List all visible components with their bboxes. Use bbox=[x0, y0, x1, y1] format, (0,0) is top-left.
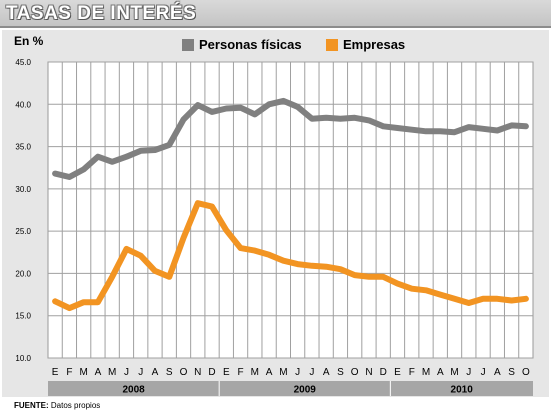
x-tick-label: M bbox=[251, 367, 259, 378]
x-tick-label: E bbox=[223, 367, 230, 378]
y-tick-label: 20.0 bbox=[15, 269, 31, 278]
x-tick-label: D bbox=[208, 367, 215, 378]
title-bar: TASAS DE INTERÉS bbox=[0, 0, 551, 28]
x-tick-label: A bbox=[323, 367, 330, 378]
x-tick-label: M bbox=[108, 367, 116, 378]
y-tick-label: 10.0 bbox=[15, 354, 31, 363]
x-tick-label: D bbox=[380, 367, 387, 378]
y-tick-label: 35.0 bbox=[15, 143, 31, 152]
x-tick-label: J bbox=[481, 367, 486, 378]
year-label: 2009 bbox=[294, 385, 317, 396]
x-tick-label: J bbox=[138, 367, 143, 378]
year-band bbox=[219, 381, 391, 396]
x-tick-label: F bbox=[409, 367, 415, 378]
x-tick-label: A bbox=[266, 367, 273, 378]
y-tick-label: 25.0 bbox=[15, 227, 31, 236]
x-tick-label: A bbox=[494, 367, 501, 378]
x-tick-label: A bbox=[95, 367, 102, 378]
y-tick-label: 45.0 bbox=[15, 58, 31, 67]
x-tick-label: J bbox=[124, 367, 129, 378]
x-tick-label: M bbox=[450, 367, 458, 378]
x-tick-label: A bbox=[437, 367, 444, 378]
x-tick-label: A bbox=[152, 367, 159, 378]
x-tick-label: M bbox=[422, 367, 430, 378]
x-tick-label: E bbox=[52, 367, 59, 378]
x-tick-label: J bbox=[309, 367, 314, 378]
year-label: 2008 bbox=[122, 385, 145, 396]
year-band bbox=[390, 381, 533, 396]
x-tick-label: O bbox=[522, 367, 530, 378]
x-tick-label: S bbox=[337, 367, 344, 378]
legend-swatch-personas bbox=[182, 39, 194, 51]
x-tick-label: N bbox=[194, 367, 201, 378]
x-tick-label: N bbox=[365, 367, 372, 378]
x-tick-label: E bbox=[394, 367, 401, 378]
legend-swatch-empresas bbox=[326, 39, 338, 51]
series-line-1 bbox=[52, 97, 529, 180]
x-tick-label: O bbox=[351, 367, 359, 378]
source-note: FUENTE: Datos propios bbox=[14, 401, 100, 410]
x-tick-label: S bbox=[166, 367, 173, 378]
year-band bbox=[48, 381, 220, 396]
y-tick-label: 15.0 bbox=[15, 312, 31, 321]
source-label: FUENTE: bbox=[14, 401, 49, 410]
x-tick-label: F bbox=[238, 367, 244, 378]
legend-label-personas: Personas físicas bbox=[199, 37, 302, 52]
y-tick-label: 40.0 bbox=[15, 100, 31, 109]
x-tick-label: M bbox=[279, 367, 287, 378]
x-tick-label: J bbox=[466, 367, 471, 378]
y-tick-label: 30.0 bbox=[15, 185, 31, 194]
x-tick-label: S bbox=[508, 367, 515, 378]
x-tick-label: M bbox=[79, 367, 87, 378]
x-tick-label: O bbox=[180, 367, 188, 378]
unit-label: En % bbox=[14, 34, 44, 48]
chart-title: TASAS DE INTERÉS bbox=[6, 3, 197, 24]
series-line-2 bbox=[52, 200, 529, 312]
legend-label-empresas: Empresas bbox=[343, 37, 406, 52]
x-tick-label: F bbox=[66, 367, 72, 378]
x-tick-label: J bbox=[295, 367, 300, 378]
source-text: Datos propios bbox=[50, 401, 101, 410]
year-label: 2010 bbox=[451, 385, 474, 396]
